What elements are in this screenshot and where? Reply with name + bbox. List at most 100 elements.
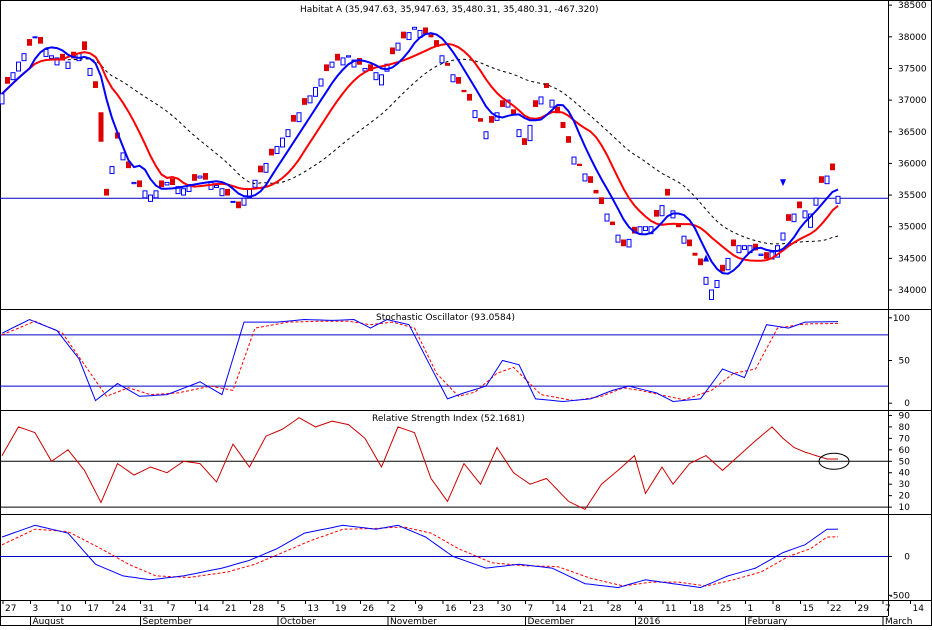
candle <box>87 67 93 76</box>
candle <box>395 42 401 51</box>
candle <box>808 213 813 228</box>
stoch-tick-label: 100 <box>893 314 910 324</box>
candle <box>687 239 692 247</box>
candle <box>241 197 247 206</box>
price-tick-label: 34500 <box>898 254 927 264</box>
x-day-label: 21 <box>225 604 236 614</box>
candle <box>203 173 208 180</box>
macd-tick-label: 0 <box>904 552 910 562</box>
candle <box>461 89 467 93</box>
rsi-tick-label: 40 <box>899 469 911 479</box>
stoch-d-line <box>1 320 839 402</box>
rsi-tick-label: 10 <box>899 503 911 513</box>
candle <box>731 239 736 247</box>
x-day-label: 22 <box>830 604 841 614</box>
macd-signal-line <box>1 526 838 587</box>
candle <box>797 201 802 209</box>
candle <box>703 276 709 285</box>
candle <box>148 194 153 202</box>
candle <box>379 74 384 86</box>
stoch-panel-title: Stochastic Oscillator (93.0584) <box>376 313 515 323</box>
candle <box>780 232 786 241</box>
stoch-tick-label: 50 <box>899 357 911 367</box>
x-month-label: December <box>528 617 575 626</box>
candle <box>263 162 269 173</box>
candle <box>483 131 489 140</box>
candle <box>654 209 659 217</box>
candle <box>5 77 10 84</box>
x-day-label: 9 <box>418 604 424 614</box>
x-day-label: 24 <box>115 604 127 614</box>
candle <box>604 213 610 222</box>
stoch-k-line <box>1 318 839 403</box>
candle <box>764 252 769 259</box>
candle <box>49 55 54 59</box>
candle <box>720 264 725 272</box>
x-month-label: 2016 <box>638 617 661 626</box>
candle <box>478 118 483 122</box>
candle <box>16 61 21 72</box>
x-day-label: 16 <box>445 604 457 614</box>
x-month-label: February <box>748 617 789 626</box>
macd-line <box>1 524 839 589</box>
price-tick-label: 37500 <box>898 64 927 74</box>
candle <box>126 161 131 169</box>
x-month-label: August <box>33 617 65 626</box>
x-day-label: 15 <box>803 604 814 614</box>
candle <box>307 95 313 104</box>
x-day-label: 28 <box>253 604 265 614</box>
price-tick-label: 38500 <box>898 1 927 11</box>
rsi-tick-label: 60 <box>899 446 911 456</box>
x-day-label: 4 <box>638 604 644 614</box>
candle <box>819 176 824 183</box>
x-day-label: 10 <box>60 604 72 614</box>
price-tick-label: 37000 <box>898 96 927 106</box>
candle <box>467 93 472 101</box>
candle <box>489 116 494 123</box>
candle <box>296 112 302 123</box>
x-day-label: 14 <box>913 604 925 614</box>
candle <box>98 112 104 142</box>
x-day-label: 29 <box>858 604 870 614</box>
up-arrow-icon <box>703 254 709 262</box>
candle <box>753 243 758 251</box>
candle <box>192 174 197 181</box>
candle <box>725 257 731 271</box>
candle <box>27 39 32 46</box>
candle <box>153 190 159 199</box>
candle <box>313 86 318 97</box>
rsi-annotation-ellipse <box>818 452 850 470</box>
candle <box>285 129 291 138</box>
candle <box>659 205 665 217</box>
candle <box>456 77 461 84</box>
candle <box>82 41 87 50</box>
candle <box>219 188 225 197</box>
x-day-label: 3 <box>33 604 39 614</box>
candle <box>791 213 797 223</box>
candle <box>302 98 307 105</box>
x-day-label: 11 <box>665 604 676 614</box>
candle <box>709 289 714 301</box>
candle <box>32 36 38 39</box>
x-day-label: 27 <box>5 604 16 614</box>
candle <box>577 163 582 167</box>
rsi-tick-label: 50 <box>899 457 911 467</box>
candle <box>544 83 549 88</box>
candle <box>665 188 670 196</box>
price-tick-label: 34000 <box>898 286 927 296</box>
candle <box>170 178 175 186</box>
candle <box>137 180 142 188</box>
candle <box>593 189 599 194</box>
candle <box>824 175 830 185</box>
candle <box>428 34 434 38</box>
candle <box>324 64 329 72</box>
ma-fast-line <box>1 32 839 275</box>
candle <box>560 121 566 129</box>
candle <box>549 99 555 108</box>
candle <box>714 280 720 288</box>
candle <box>269 148 274 156</box>
candle <box>230 200 236 203</box>
x-day-label: 25 <box>720 604 731 614</box>
